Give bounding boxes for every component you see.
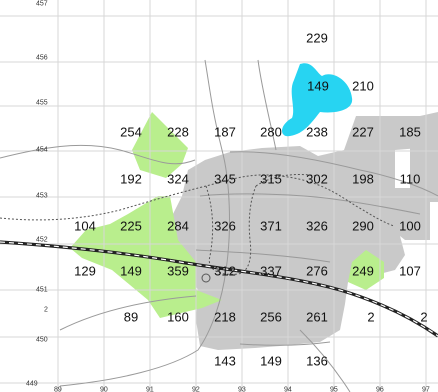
cell-value: 229: [306, 31, 328, 46]
cell-value: 110: [400, 172, 421, 187]
cell-value: 312: [214, 264, 236, 279]
y-label-449: 449: [26, 381, 38, 388]
cell-value: 198: [352, 172, 374, 187]
roundabout-icon: [201, 273, 211, 283]
y-label-450: 450: [36, 337, 48, 344]
cell-value: 2: [367, 310, 374, 325]
cell-value: 302: [306, 172, 328, 187]
y-label-455: 455: [36, 100, 48, 107]
cell-value: 143: [214, 354, 236, 369]
x-label-95: 95: [330, 387, 338, 392]
cell-value: 225: [120, 219, 142, 234]
cell-value: 185: [399, 125, 421, 140]
ring-road: [0, 173, 395, 275]
y-label-456: 456: [36, 55, 48, 62]
y-label-453: 453: [36, 193, 48, 200]
cell-value: 100: [399, 219, 421, 234]
x-label-91: 91: [146, 387, 154, 392]
cell-value: 256: [260, 310, 282, 325]
cell-value: 129: [74, 264, 96, 279]
x-label-93: 93: [238, 387, 246, 392]
x-label-90: 90: [100, 387, 108, 392]
y-label-2: 2: [44, 307, 48, 314]
cell-value: 238: [306, 125, 328, 140]
x-label-89: 89: [54, 387, 62, 392]
cell-value: 276: [306, 264, 328, 279]
cell-value: 324: [167, 172, 189, 187]
cell-value: 261: [306, 310, 328, 325]
green-area-north: [132, 112, 188, 178]
x-label-96: 96: [376, 387, 384, 392]
y-label-451: 451: [36, 287, 48, 294]
cell-value: 326: [214, 219, 236, 234]
y-label-454: 454: [36, 147, 48, 154]
cell-value: 2: [420, 310, 427, 325]
cell-value: 228: [167, 125, 189, 140]
cell-value: 280: [260, 125, 282, 140]
cell-value: 254: [120, 125, 142, 140]
cell-value: 337: [260, 264, 282, 279]
cell-value: 160: [167, 310, 189, 325]
x-label-92: 92: [192, 387, 200, 392]
cell-value: 326: [306, 219, 328, 234]
urban-area-east: [410, 146, 438, 202]
cell-value: 249: [352, 264, 374, 279]
railway: [0, 240, 438, 338]
cell-value: 218: [214, 310, 236, 325]
y-label-452: 452: [36, 237, 48, 244]
y-axis-labels: 457 456 455 454 453 452 451 2 450 449: [26, 1, 48, 388]
cell-value: 192: [120, 172, 142, 187]
cell-value: 187: [214, 125, 236, 140]
lake: [282, 63, 353, 137]
cell-value: 149: [120, 264, 142, 279]
cell-value: 107: [399, 264, 421, 279]
cell-value: 290: [352, 219, 374, 234]
x-label-97: 97: [422, 387, 430, 392]
cell-value-labels: 229 149 210 254 228 187 280 238 227 185 …: [74, 31, 427, 369]
cell-value: 149: [307, 79, 329, 94]
cell-value: 345: [214, 172, 236, 187]
cell-value: 104: [74, 219, 96, 234]
cell-value: 371: [260, 219, 282, 234]
cell-value: 89: [124, 310, 138, 325]
green-area-east: [348, 250, 384, 290]
cell-value: 210: [352, 79, 374, 94]
cell-value: 359: [167, 264, 189, 279]
cell-value: 136: [306, 354, 328, 369]
cell-value: 227: [352, 125, 374, 140]
cell-value: 284: [167, 219, 189, 234]
x-label-94: 94: [284, 387, 292, 392]
cell-value: 149: [260, 354, 282, 369]
y-label-457: 457: [36, 1, 48, 8]
x-axis-labels: 89 90 91 92 93 94 95 96 97: [54, 387, 430, 392]
cell-value: 315: [260, 172, 282, 187]
